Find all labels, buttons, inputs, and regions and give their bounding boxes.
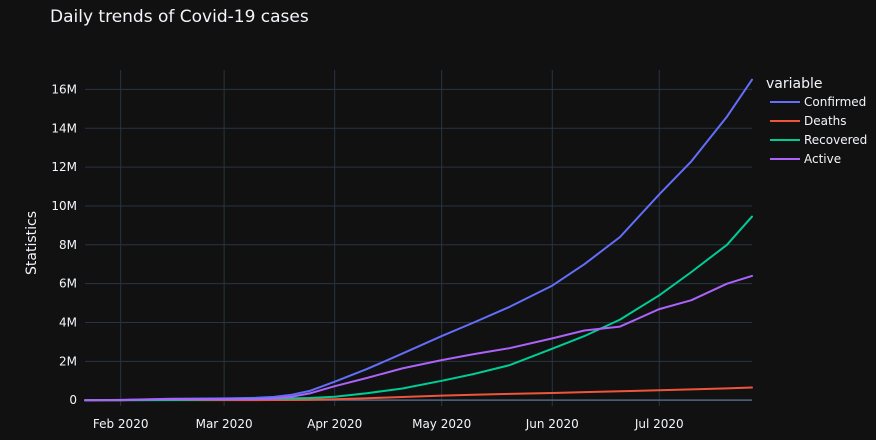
legend-label-active[interactable]: Active (804, 152, 841, 166)
x-tick-label: Apr 2020 (307, 417, 362, 431)
series-line-confirmed (84, 78, 753, 402)
legend-items: Confirmed Deaths Recovered Active (770, 95, 867, 166)
x-tick-label: Jul 2020 (634, 417, 684, 431)
y-tick-label: 16M (51, 82, 77, 96)
legend: variable Confirmed Deaths Recovered Active (766, 76, 867, 166)
legend-label-deaths[interactable]: Deaths (804, 114, 847, 128)
legend-label-recovered[interactable]: Recovered (804, 133, 867, 147)
legend-title: variable (766, 76, 822, 92)
y-tick-label: 10M (51, 199, 77, 213)
y-tick-label: 8M (59, 238, 77, 252)
series-lines (84, 78, 753, 402)
x-tick-label: Jun 2020 (525, 417, 579, 431)
y-tick-label: 4M (59, 315, 77, 329)
y-tick-label: 14M (51, 121, 77, 135)
grid (85, 70, 752, 406)
y-tick-label: 6M (59, 277, 77, 291)
x-axis-ticks: Feb 2020 Mar 2020 Apr 2020 May 2020 Jun 2020… (93, 417, 684, 431)
legend-label-confirmed[interactable]: Confirmed (804, 95, 866, 109)
x-tick-label: Feb 2020 (93, 417, 149, 431)
x-tick-label: May 2020 (412, 417, 471, 431)
y-tick-label: 0 (69, 393, 77, 407)
y-axis-title: Statistics (24, 211, 40, 275)
y-tick-label: 12M (51, 160, 77, 174)
y-axis-ticks: 0 2M 4M 6M 8M 10M 12M 14M 16M (51, 82, 77, 407)
y-tick-label: 2M (59, 354, 77, 368)
series-line-recovered (84, 215, 753, 402)
series-line-active (84, 274, 753, 402)
x-tick-label: Mar 2020 (196, 417, 253, 431)
chart-title: Daily trends of Covid-19 cases (50, 7, 309, 27)
